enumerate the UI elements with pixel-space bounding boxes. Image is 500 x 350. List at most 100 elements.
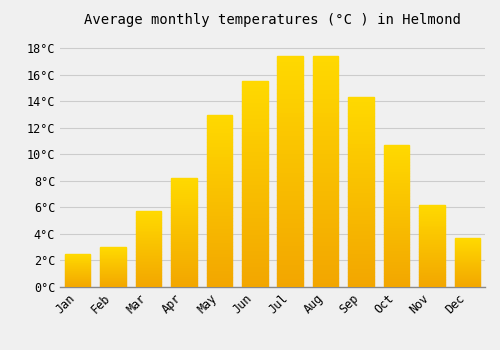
Bar: [136, 248, 162, 249]
Bar: [65, 257, 90, 258]
Bar: [348, 245, 374, 249]
Bar: [313, 93, 338, 98]
Bar: [136, 282, 162, 284]
Bar: [242, 147, 268, 151]
Bar: [171, 185, 196, 187]
Bar: [313, 181, 338, 186]
Bar: [136, 237, 162, 239]
Bar: [348, 188, 374, 192]
Bar: [278, 112, 303, 116]
Bar: [171, 235, 196, 237]
Bar: [206, 225, 232, 229]
Bar: [419, 282, 444, 284]
Bar: [384, 216, 409, 219]
Bar: [171, 239, 196, 241]
Bar: [348, 173, 374, 177]
Bar: [313, 116, 338, 121]
Bar: [206, 159, 232, 163]
Bar: [313, 75, 338, 79]
Bar: [348, 177, 374, 181]
Bar: [348, 139, 374, 143]
Bar: [454, 247, 480, 248]
Bar: [171, 263, 196, 265]
Bar: [206, 222, 232, 225]
Bar: [454, 246, 480, 247]
Bar: [278, 130, 303, 135]
Bar: [100, 255, 126, 256]
Bar: [242, 213, 268, 217]
Bar: [136, 260, 162, 261]
Bar: [454, 239, 480, 240]
Bar: [419, 230, 444, 231]
Bar: [206, 249, 232, 252]
Bar: [419, 252, 444, 254]
Bar: [419, 279, 444, 280]
Bar: [65, 271, 90, 272]
Bar: [65, 266, 90, 267]
Bar: [278, 190, 303, 195]
Bar: [65, 261, 90, 262]
Bar: [384, 259, 409, 261]
Bar: [454, 261, 480, 262]
Bar: [65, 262, 90, 263]
Bar: [171, 217, 196, 219]
Bar: [384, 185, 409, 188]
Bar: [454, 243, 480, 244]
Bar: [313, 218, 338, 222]
Bar: [206, 163, 232, 166]
Bar: [348, 124, 374, 128]
Bar: [419, 244, 444, 246]
Bar: [171, 194, 196, 196]
Bar: [171, 233, 196, 235]
Bar: [206, 128, 232, 132]
Bar: [454, 283, 480, 284]
Bar: [136, 261, 162, 263]
Bar: [348, 184, 374, 188]
Bar: [100, 263, 126, 264]
Bar: [384, 225, 409, 228]
Bar: [278, 273, 303, 278]
Bar: [206, 177, 232, 180]
Bar: [206, 229, 232, 232]
Bar: [313, 241, 338, 245]
Bar: [206, 273, 232, 276]
Bar: [454, 253, 480, 254]
Bar: [242, 217, 268, 221]
Bar: [136, 226, 162, 228]
Bar: [65, 274, 90, 275]
Bar: [136, 232, 162, 234]
Bar: [419, 224, 444, 226]
Bar: [348, 215, 374, 219]
Bar: [313, 232, 338, 236]
Bar: [419, 247, 444, 249]
Bar: [242, 233, 268, 238]
Bar: [384, 151, 409, 154]
Bar: [348, 109, 374, 112]
Bar: [384, 176, 409, 179]
Bar: [65, 272, 90, 273]
Bar: [136, 215, 162, 216]
Bar: [419, 267, 444, 269]
Bar: [278, 232, 303, 236]
Bar: [206, 263, 232, 266]
Bar: [171, 248, 196, 250]
Bar: [419, 285, 444, 287]
Bar: [136, 219, 162, 220]
Bar: [100, 259, 126, 260]
Bar: [206, 146, 232, 149]
Bar: [242, 254, 268, 258]
Bar: [100, 284, 126, 285]
Bar: [278, 98, 303, 103]
Bar: [454, 259, 480, 260]
Bar: [242, 135, 268, 139]
Bar: [65, 281, 90, 282]
Bar: [419, 233, 444, 234]
Bar: [384, 256, 409, 259]
Bar: [454, 242, 480, 243]
Bar: [348, 268, 374, 272]
Bar: [100, 260, 126, 261]
Bar: [454, 272, 480, 273]
Bar: [313, 273, 338, 278]
Bar: [278, 268, 303, 273]
Bar: [100, 282, 126, 283]
